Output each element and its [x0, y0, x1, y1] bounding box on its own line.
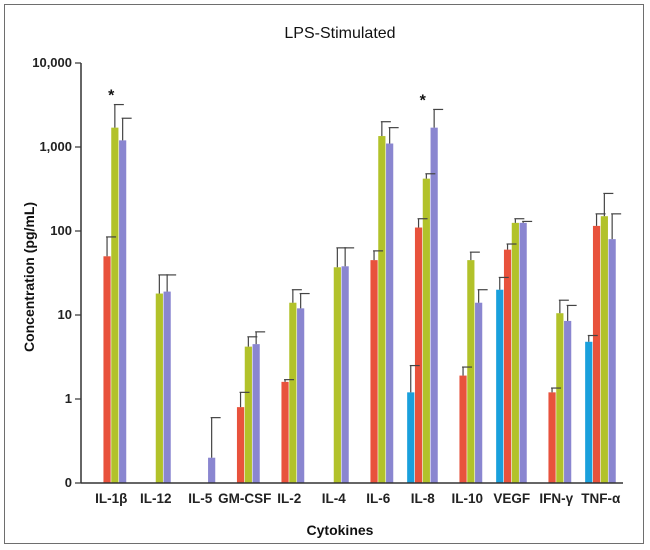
bar: [475, 302, 483, 483]
significance-annotation: *: [108, 88, 115, 105]
y-tick-label: 0: [65, 475, 72, 490]
y-tick-label: 1: [65, 391, 72, 406]
bar: [103, 256, 111, 483]
bar: [407, 392, 415, 483]
bar: [163, 291, 171, 483]
x-tick-label: GM-CSF: [218, 491, 271, 506]
y-tick-label: 10,000: [32, 55, 72, 70]
annotations-group: * *: [108, 88, 427, 110]
bar: [519, 222, 527, 483]
bar: [155, 293, 163, 483]
x-tick-label: IFN-γ: [539, 491, 573, 506]
bar: [608, 239, 616, 483]
y-tick-label: 1,000: [39, 139, 72, 154]
x-axis-label: Cytokines: [307, 522, 374, 538]
x-tick-label: IL-4: [322, 491, 346, 506]
bar: [333, 267, 341, 483]
bar: [564, 320, 572, 483]
bar: [370, 260, 378, 483]
x-tick-label: IL-1β: [95, 491, 127, 506]
bar: [585, 341, 593, 483]
bar: [252, 344, 260, 483]
bar: [496, 289, 504, 483]
x-tick-label: IL-8: [411, 491, 435, 506]
x-tick-label: IL-10: [451, 491, 483, 506]
y-tick-label: 10: [58, 307, 72, 322]
bar: [244, 346, 252, 483]
bar: [503, 249, 512, 483]
bar: [459, 375, 467, 483]
error-bars-group: [106, 103, 622, 458]
chart-title: LPS-Stimulated: [284, 25, 395, 42]
bars-group: [103, 127, 616, 484]
x-tick-label: VEGF: [493, 491, 530, 506]
figure-frame: LPS-Stimulated 0 1 10 100 1,000 10,000 IL-1β I…: [4, 4, 644, 544]
bar: [111, 127, 119, 484]
y-ticks-group: 0 1 10 100 1,000 10,000: [32, 55, 81, 490]
bar: [556, 313, 564, 483]
bar: [119, 140, 127, 484]
y-axis-label: Concentration (pg/mL): [21, 202, 37, 352]
bar: [414, 227, 423, 483]
bar: [422, 178, 430, 483]
x-tick-label: IL-12: [140, 491, 172, 506]
bar: [548, 392, 556, 483]
x-tick-label: IL-6: [366, 491, 390, 506]
bar: [289, 302, 297, 483]
y-tick-label: 100: [50, 223, 72, 238]
x-tick-label: IL-5: [188, 491, 212, 506]
bar: [297, 308, 305, 483]
bar: [430, 127, 438, 484]
bar: [511, 222, 519, 483]
x-tick-label: IL-2: [277, 491, 301, 506]
bar: [592, 225, 601, 484]
bar: [386, 143, 394, 483]
bar: [236, 407, 245, 483]
bar: [341, 266, 349, 483]
bar: [378, 136, 386, 484]
bar: [600, 216, 608, 484]
bar: [208, 457, 216, 483]
x-tick-label: TNF-α: [581, 491, 621, 506]
x-tick-labels-group: IL-1β IL-12 IL-5 GM-CSF IL-2 IL-4 IL-6 IL-8 IL-1…: [95, 491, 621, 506]
significance-annotation: *: [420, 92, 427, 109]
bar: [467, 260, 475, 483]
bar: [281, 381, 289, 483]
